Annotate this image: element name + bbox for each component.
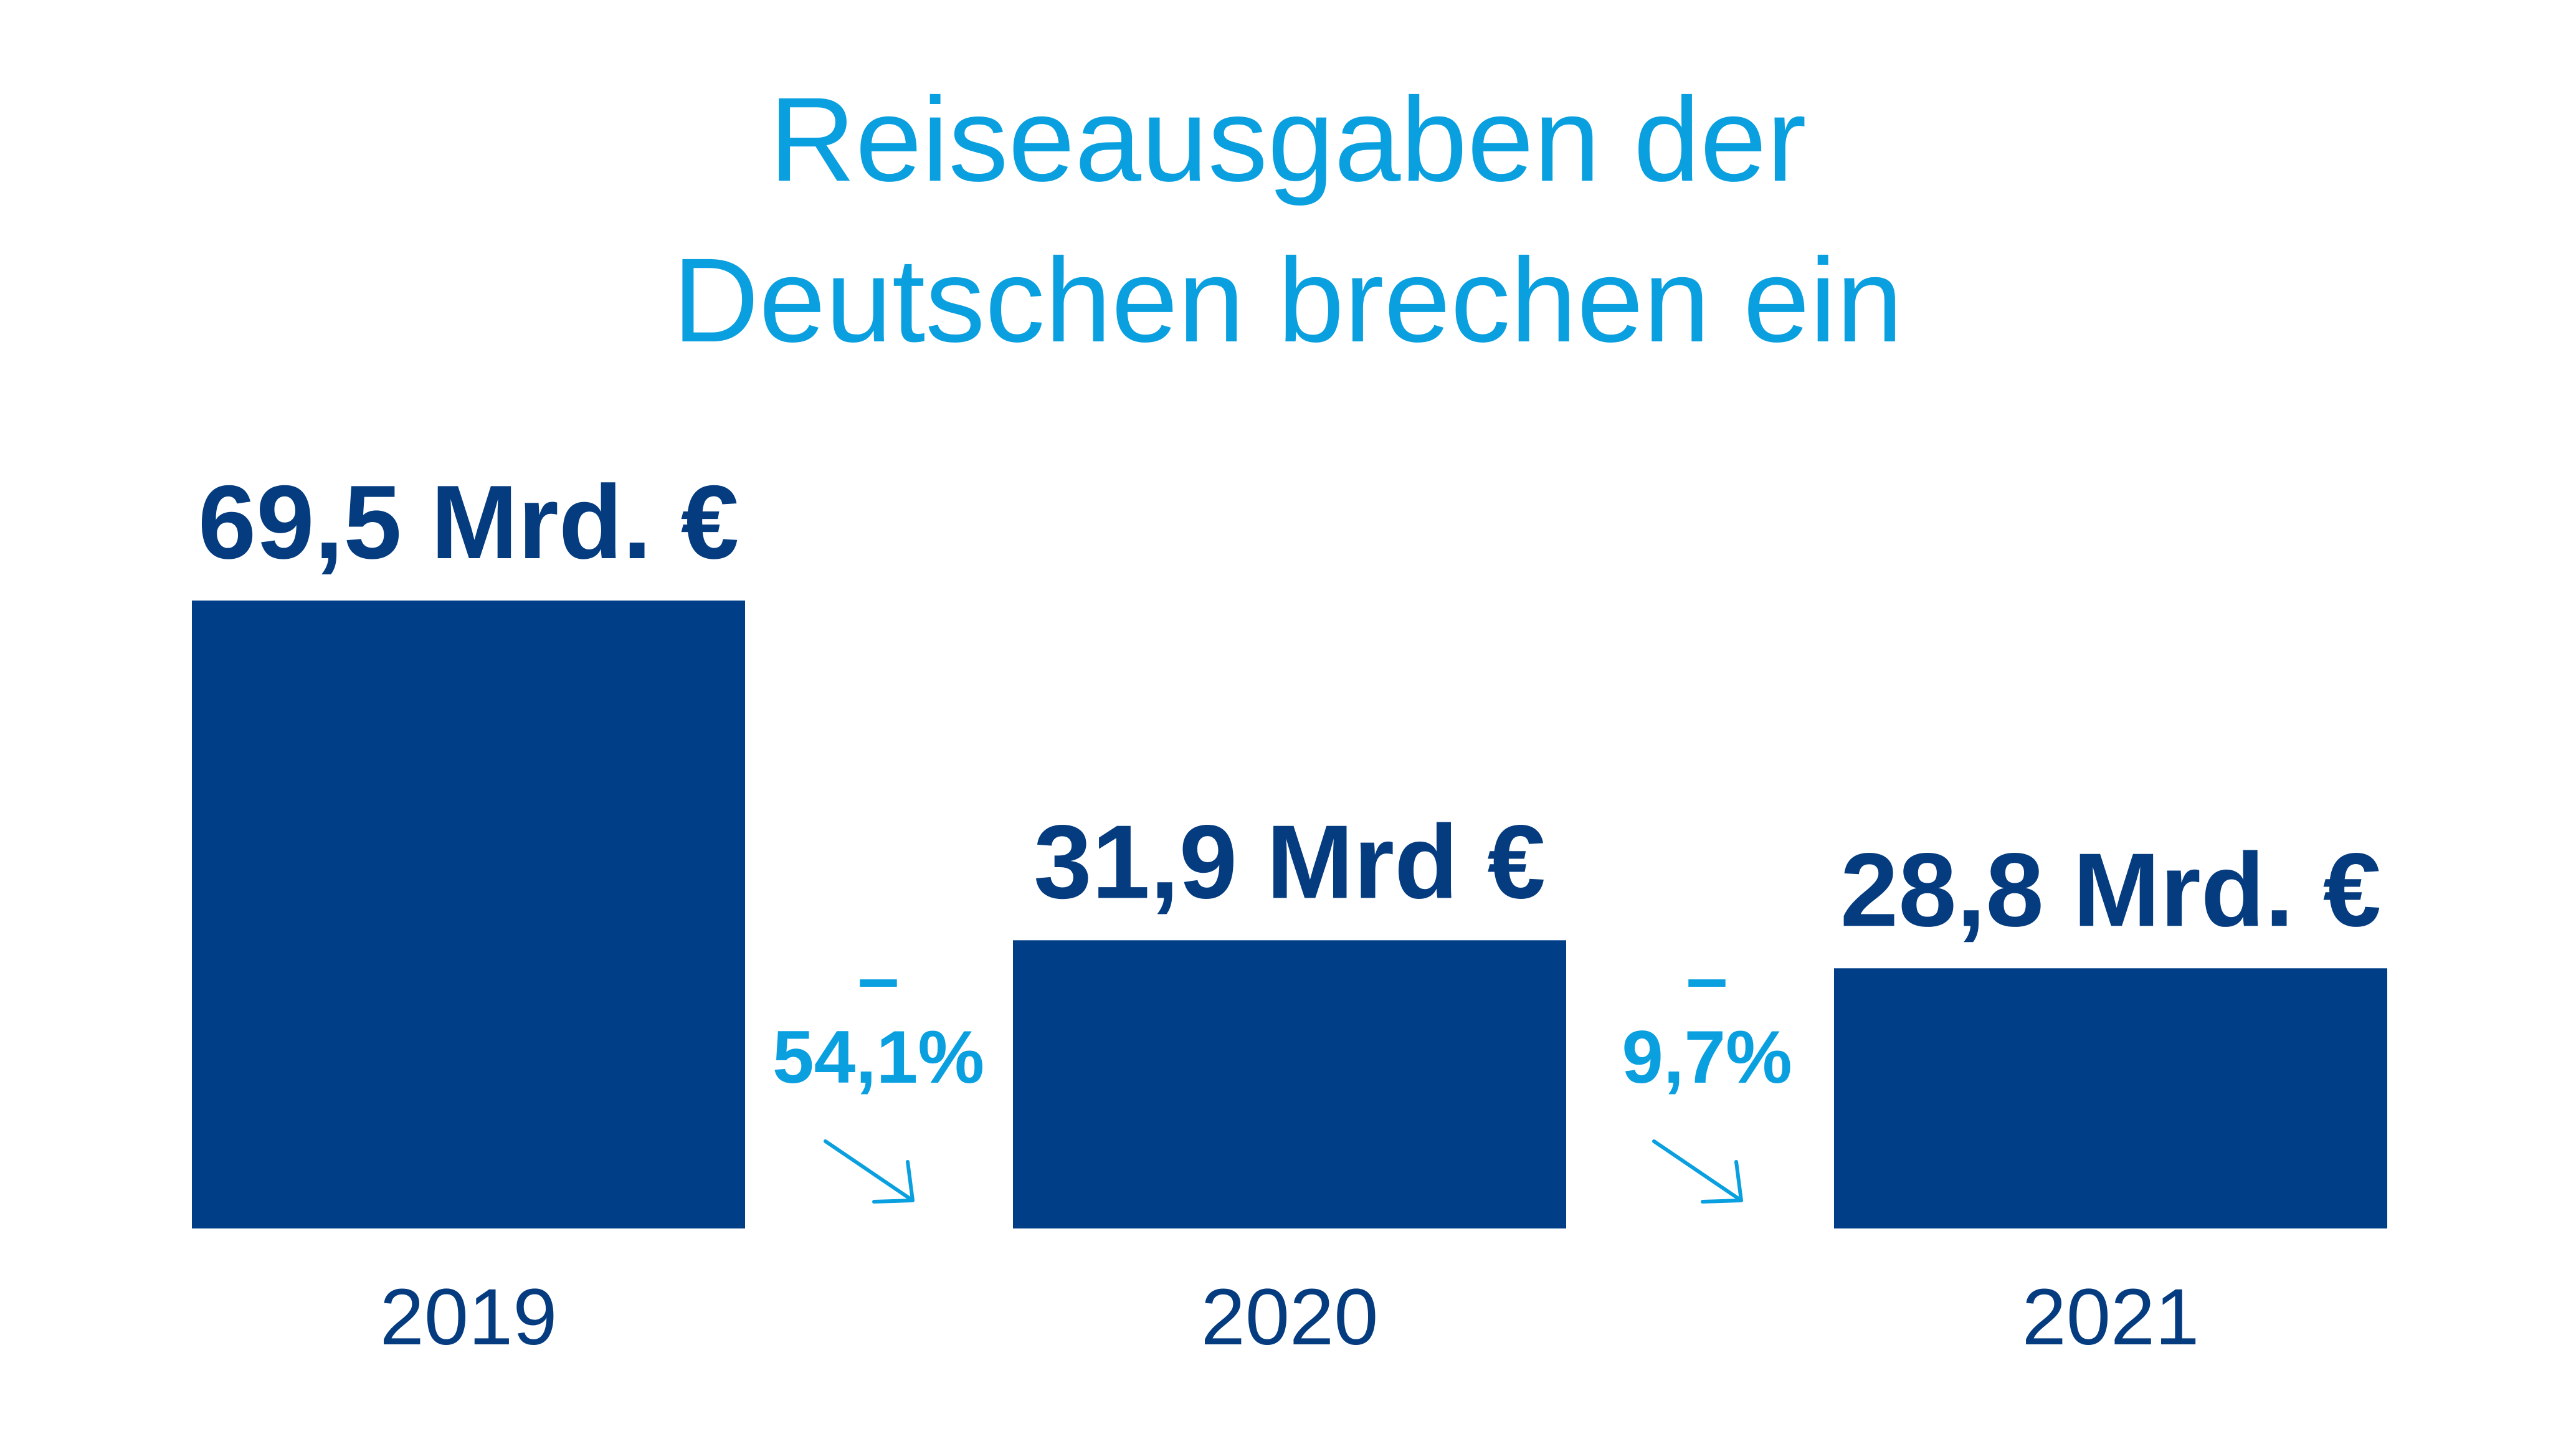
value-label-2019: 69,5 Mrd. €	[198, 463, 739, 581]
change-sign-2021: –	[1686, 936, 1728, 1019]
plot-area: 69,5 Mrd. € 2019 31,9 Mrd € 2020 28,8 Mrd. €…	[192, 463, 2387, 1362]
chart-title-line-2: Deutschen brechen ein	[673, 233, 1903, 367]
bar-2020	[1013, 940, 1566, 1228]
arrow-shaft	[1652, 1139, 1743, 1202]
value-label-2020: 31,9 Mrd €	[1034, 803, 1546, 920]
down-arrow-icon	[824, 1139, 915, 1204]
change-sign-2020: –	[858, 936, 900, 1019]
bar-2021	[1834, 968, 2387, 1228]
change-label-2020: 54,1%	[772, 1015, 984, 1099]
arrow-head	[1701, 1160, 1743, 1204]
arrow-shaft	[824, 1139, 915, 1202]
change-label-2021: 9,7%	[1622, 1015, 1792, 1099]
x-tick-label-2021: 2021	[2022, 1273, 2200, 1362]
chart-title-line-1: Reiseausgaben der	[769, 72, 1806, 206]
down-arrow-icon	[1652, 1139, 1743, 1204]
x-tick-label-2020: 2020	[1201, 1273, 1379, 1362]
arrow-head	[872, 1160, 915, 1204]
bar-2019	[192, 601, 745, 1228]
value-label-2021: 28,8 Mrd. €	[1840, 831, 2381, 948]
x-tick-label-2019: 2019	[380, 1273, 558, 1362]
